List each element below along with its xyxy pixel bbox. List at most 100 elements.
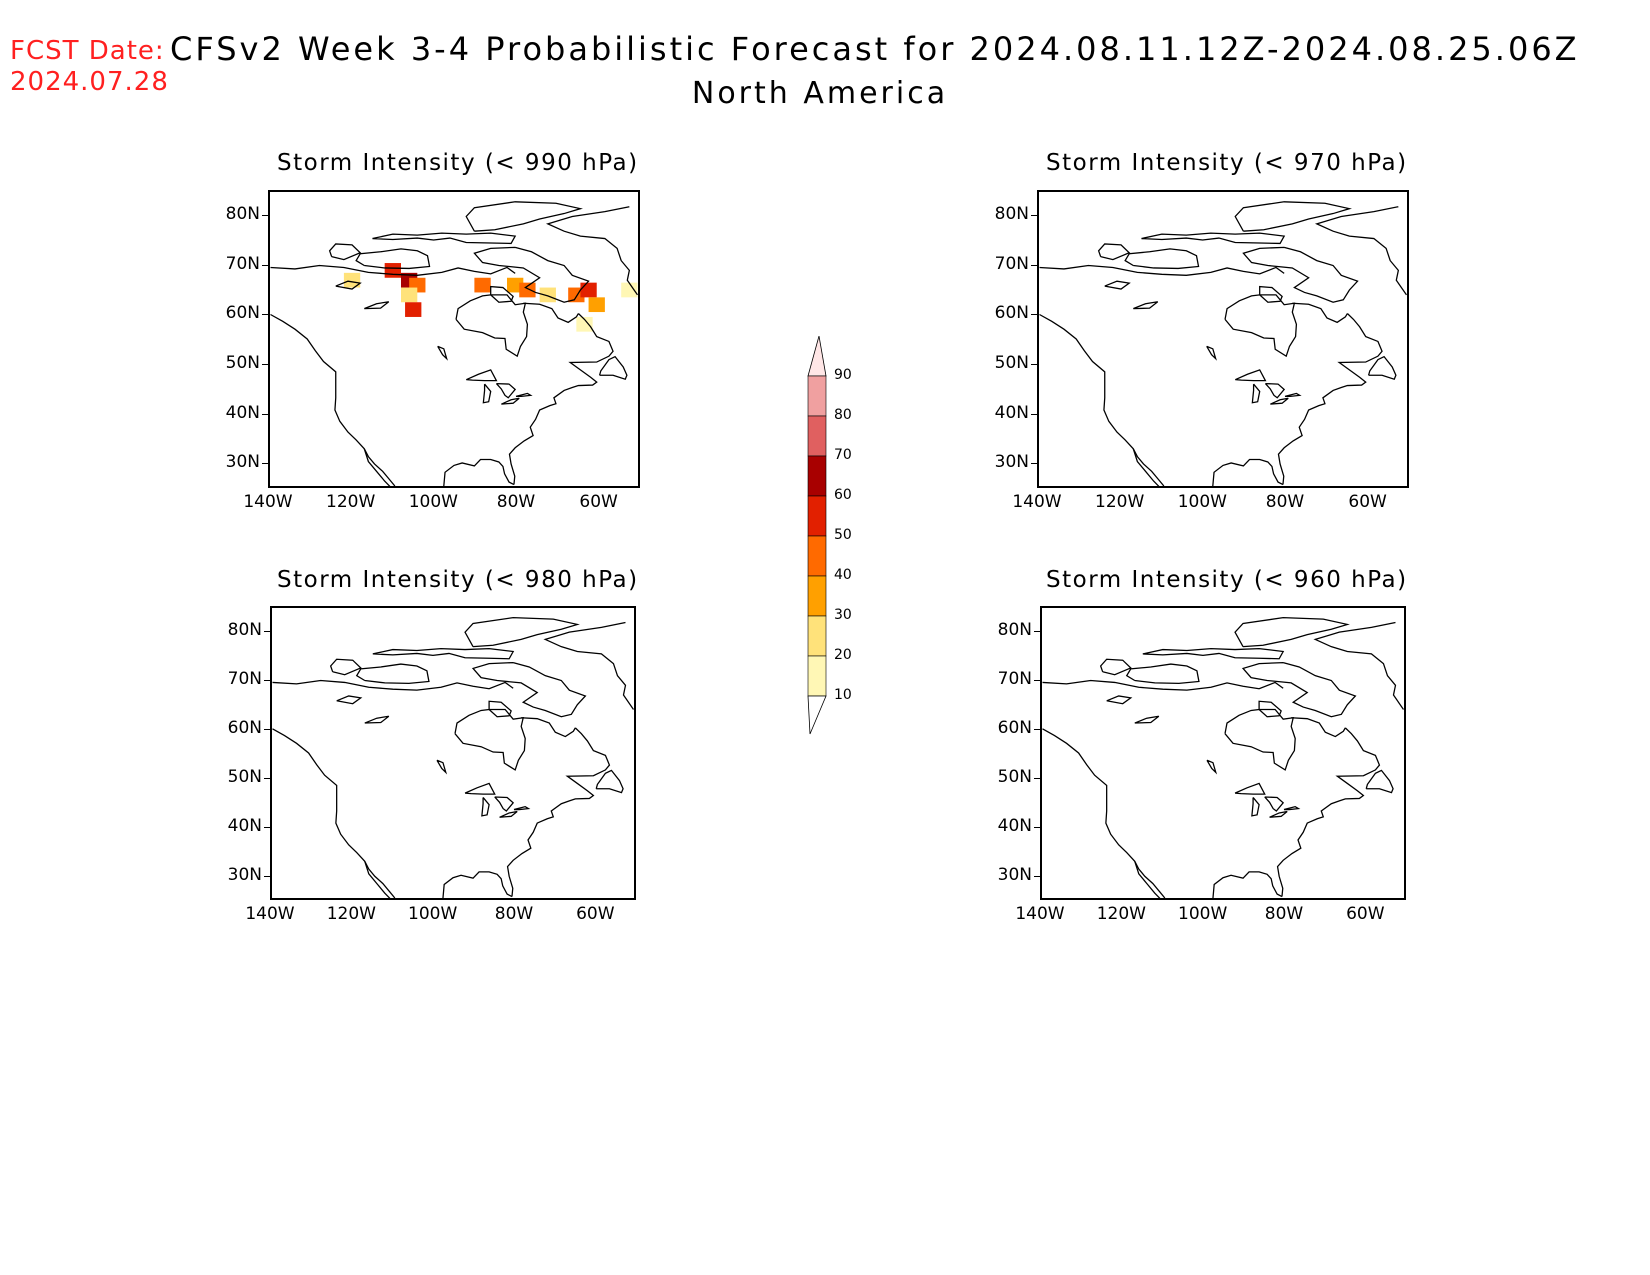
lat-tick-mark (264, 728, 270, 730)
lon-tick-label: 140W (245, 904, 295, 924)
colorbar-segment (807, 495, 827, 537)
coastline (1106, 695, 1133, 705)
lon-tick-label: 60W (576, 904, 615, 924)
lat-tick-label: 60N (227, 717, 262, 738)
lat-tick-mark (262, 413, 268, 415)
coastline (521, 717, 576, 738)
coastline (1313, 621, 1404, 710)
lat-tick-label: 40N (225, 402, 260, 423)
lat-tick-label: 70N (997, 668, 1032, 689)
colorbar-segment (807, 575, 827, 617)
coastline (1212, 871, 1283, 898)
map-svg-p980 (272, 617, 634, 898)
coastline (515, 392, 533, 397)
lat-tick-label: 70N (227, 668, 262, 689)
lon-tick-label: 100W (1178, 904, 1228, 924)
coastline (1099, 658, 1132, 676)
coastline (1133, 301, 1159, 310)
coastline (1125, 663, 1200, 685)
coastline (523, 302, 579, 324)
lat-tick-label: 80N (227, 619, 262, 640)
probability-cell (507, 277, 524, 293)
coastline (481, 797, 490, 817)
lat-tick-label: 40N (227, 815, 262, 836)
panel-title-p980: Storm Intensity (< 980 hPa) (277, 567, 639, 593)
coastline (329, 658, 362, 676)
map-panel-p960 (1040, 606, 1406, 900)
lat-tick-label: 60N (997, 717, 1032, 738)
probability-cell (343, 272, 361, 288)
coastline (1039, 264, 1285, 276)
coastline (1284, 392, 1302, 397)
coastline (437, 345, 448, 361)
coastline (1276, 727, 1381, 897)
coastline (335, 280, 362, 290)
coastline (355, 663, 430, 685)
lat-tick-mark (1034, 630, 1040, 632)
lat-tick-mark (262, 314, 268, 316)
colorbar-label: 30 (834, 607, 852, 623)
lat-tick-mark (1031, 264, 1037, 266)
coastline (443, 458, 515, 486)
lon-tick-label: 140W (243, 492, 293, 512)
map-svg-p970 (1039, 201, 1407, 486)
lat-tick-label: 30N (227, 864, 262, 885)
lat-tick-mark (1031, 363, 1037, 365)
coastline (1234, 782, 1266, 795)
lat-tick-label: 60N (225, 303, 260, 324)
lat-tick-label: 30N (225, 452, 260, 473)
fcst-date-value: 2024.07.28 (10, 67, 169, 97)
panel-title-p960: Storm Intensity (< 960 hPa) (1046, 567, 1408, 593)
coastline (1132, 448, 1160, 486)
coastline (1251, 797, 1260, 817)
coastline (364, 715, 390, 724)
colorbar-segment (807, 535, 827, 577)
coastline (1141, 232, 1286, 245)
lat-tick-label: 30N (997, 864, 1032, 885)
lat-tick-mark (264, 875, 270, 877)
coastline (471, 661, 587, 718)
map-panel-p970 (1037, 190, 1409, 488)
lon-tick-label: 100W (408, 904, 458, 924)
lat-tick-mark (1034, 826, 1040, 828)
coastline (1134, 861, 1161, 898)
coastline (1212, 458, 1284, 486)
coastline (270, 313, 396, 486)
coastline (1234, 617, 1350, 648)
colorbar-top-triangle (807, 336, 827, 377)
coastline (1367, 355, 1397, 380)
probability-cell (621, 282, 638, 298)
coastline (442, 871, 513, 898)
coastline (1039, 313, 1165, 486)
lat-tick-label: 60N (994, 303, 1029, 324)
lat-tick-label: 80N (994, 203, 1029, 224)
probability-cell (405, 302, 422, 317)
colorbar-svg (807, 336, 827, 735)
lat-tick-label: 30N (994, 452, 1029, 473)
lat-tick-mark (1034, 875, 1040, 877)
lat-tick-mark (262, 214, 268, 216)
coastline (1314, 206, 1407, 296)
coastline (364, 301, 390, 310)
lon-tick-label: 80W (496, 492, 536, 512)
coastline (595, 769, 624, 794)
probability-cell (576, 316, 593, 332)
lon-tick-label: 60W (579, 492, 618, 512)
lat-tick-mark (264, 630, 270, 632)
coastline (499, 810, 518, 818)
lat-tick-label: 50N (997, 766, 1032, 787)
coastline (1142, 647, 1285, 660)
colorbar-segment (807, 615, 827, 657)
coastline (1224, 294, 1298, 358)
lat-tick-mark (1031, 214, 1037, 216)
map-panel-p980 (270, 606, 636, 900)
lat-tick-mark (1034, 777, 1040, 779)
coastline (454, 708, 526, 771)
coastline (1206, 759, 1218, 775)
coastline (545, 206, 638, 296)
coastline (490, 285, 514, 303)
coastline (1234, 369, 1267, 382)
coastline (1264, 796, 1285, 812)
colorbar-segment (807, 415, 827, 457)
coastline (473, 246, 590, 303)
